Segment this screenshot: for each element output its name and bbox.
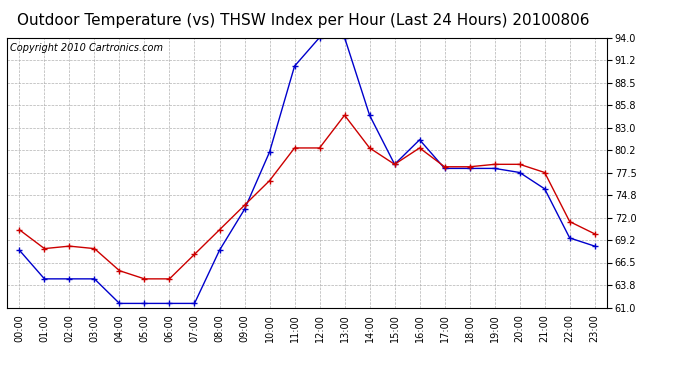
Text: Copyright 2010 Cartronics.com: Copyright 2010 Cartronics.com (10, 43, 163, 53)
Text: Outdoor Temperature (vs) THSW Index per Hour (Last 24 Hours) 20100806: Outdoor Temperature (vs) THSW Index per … (17, 13, 590, 28)
